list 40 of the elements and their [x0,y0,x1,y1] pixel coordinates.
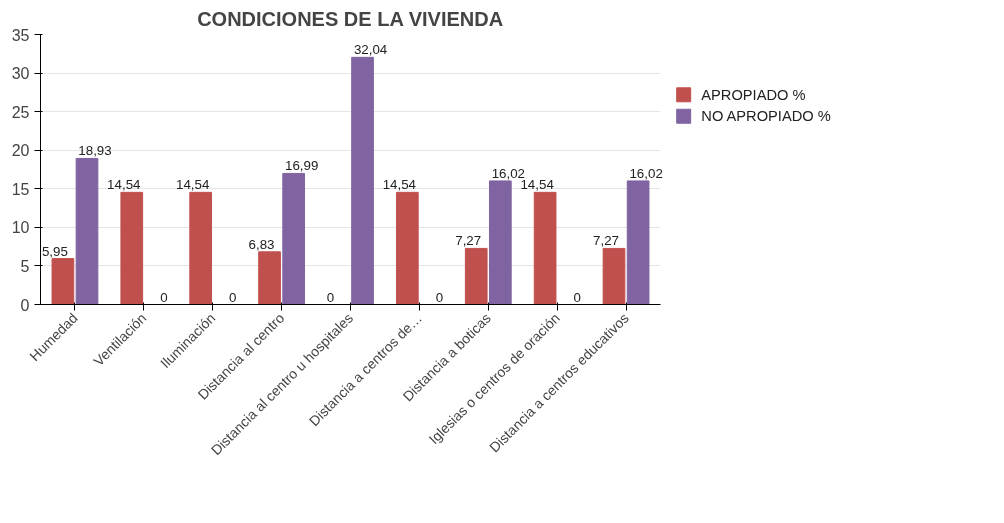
bar [189,191,213,305]
bar [464,247,488,305]
y-tick-label: 10 [11,219,30,237]
data-label: 18,93 [78,143,112,159]
data-label: 0 [229,289,237,305]
data-label: 7,27 [455,233,482,249]
bar [120,191,144,305]
bar [488,180,512,305]
y-tick-label: 35 [11,26,30,44]
data-label: 14,54 [175,177,210,193]
legend-label: NO APROPIADO % [701,108,831,125]
bar [75,157,99,305]
data-label: 7,27 [593,233,619,249]
y-tick-label: 0 [20,296,30,314]
data-label: 0 [435,289,444,305]
bar [282,172,306,305]
bar [626,180,650,305]
bar [533,191,557,305]
data-label: 14,54 [107,177,142,193]
bar [602,247,626,305]
y-tick-label: 20 [11,142,30,160]
y-tick-label: 5 [20,257,30,275]
data-label: 32,04 [353,42,388,58]
legend-label: APROPIADO % [701,86,806,103]
data-label: 0 [160,289,168,305]
data-label: 16,02 [629,165,663,181]
data-label: 16,99 [284,158,319,174]
data-label: 0 [573,289,581,305]
bar [351,56,374,305]
y-tick-label: 30 [11,65,30,83]
chart-title: CONDICIONES DE LA VIVIENDA [197,7,504,30]
y-tick-label: 15 [11,180,30,198]
data-label: 5,95 [41,243,68,259]
bar [51,258,75,305]
data-label: 14,54 [382,177,417,193]
bar [395,191,419,305]
data-label: 0 [326,289,335,305]
data-label: 6,83 [248,236,275,252]
bar [258,251,281,305]
y-tick-label: 25 [11,103,30,121]
